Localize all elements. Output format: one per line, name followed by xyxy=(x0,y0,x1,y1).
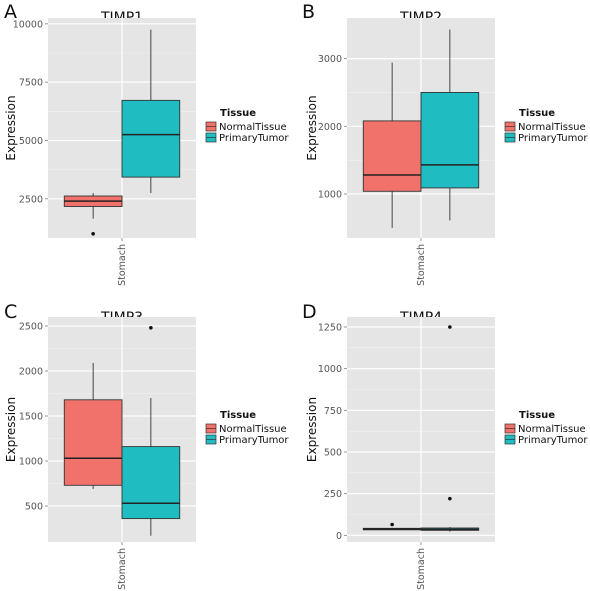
y-tick-label: 750 xyxy=(324,406,342,417)
box-primarytumor xyxy=(121,326,181,536)
box-body xyxy=(121,99,181,178)
x-tick-label: Stomach xyxy=(117,548,128,590)
box-body xyxy=(121,446,181,520)
legend-title: Tissue xyxy=(519,410,555,421)
y-axis-label: Expression xyxy=(305,95,319,160)
legend-label: NormalTissue xyxy=(518,122,586,133)
box-primarytumor xyxy=(420,29,480,221)
chart-panel-c: CTIMP35001000150020002500StomachExpressi… xyxy=(4,301,289,590)
chart-panel-b: BTIMP2100020003000StomachExpressionTissu… xyxy=(302,1,588,286)
panel-letter: A xyxy=(4,1,17,23)
box-normaltissue xyxy=(63,362,123,489)
box-body xyxy=(420,92,480,189)
legend-label: NormalTissue xyxy=(518,424,586,435)
box-body xyxy=(63,399,123,486)
chart-panel-d: DTIMP4025050075010001250StomachExpressio… xyxy=(302,301,588,590)
y-tick-label: 1000 xyxy=(19,457,43,468)
legend-label: PrimaryTumor xyxy=(518,435,588,446)
outlier-point xyxy=(448,325,452,329)
legend-label: PrimaryTumor xyxy=(219,133,289,144)
y-tick-label: 5000 xyxy=(19,136,43,147)
panel-letter: B xyxy=(302,1,315,23)
y-tick-label: 500 xyxy=(25,502,43,513)
legend-title: Tissue xyxy=(220,410,256,421)
x-tick-label: Stomach xyxy=(416,548,427,590)
chart-panel-a: ATIMP125005000750010000StomachExpression… xyxy=(4,1,289,286)
y-tick-label: 1500 xyxy=(19,412,43,423)
y-axis-label: Expression xyxy=(305,397,319,462)
legend-label: PrimaryTumor xyxy=(219,435,289,446)
legend-title: Tissue xyxy=(220,108,256,119)
y-axis-label: Expression xyxy=(4,95,18,160)
box-body xyxy=(362,120,422,192)
y-tick-label: 7500 xyxy=(19,78,43,89)
y-tick-label: 10000 xyxy=(13,19,43,30)
panel-letter: C xyxy=(4,301,17,323)
outlier-point xyxy=(91,232,95,236)
box-normaltissue xyxy=(362,62,422,228)
y-tick-label: 500 xyxy=(324,448,342,459)
box-normaltissue xyxy=(63,192,123,236)
outlier-point xyxy=(149,326,153,330)
y-tick-label: 2000 xyxy=(19,367,43,378)
panel-letter: D xyxy=(302,301,317,323)
outlier-point xyxy=(448,496,452,501)
box-primarytumor xyxy=(121,29,181,193)
y-tick-label: 250 xyxy=(324,489,342,500)
legend-label: PrimaryTumor xyxy=(518,133,588,144)
y-tick-label: 0 xyxy=(336,531,342,542)
y-tick-label: 2000 xyxy=(318,122,342,133)
box-primarytumor xyxy=(420,325,480,532)
y-tick-label: 1250 xyxy=(318,323,342,334)
y-tick-label: 1000 xyxy=(318,190,342,201)
outlier-point xyxy=(390,522,394,527)
legend-label: NormalTissue xyxy=(219,424,287,435)
y-tick-label: 2500 xyxy=(19,194,43,205)
y-tick-label: 1000 xyxy=(318,364,342,375)
x-tick-label: Stomach xyxy=(416,244,427,286)
y-tick-label: 3000 xyxy=(318,54,342,65)
legend-title: Tissue xyxy=(519,108,555,119)
y-tick-label: 2500 xyxy=(19,322,43,333)
x-tick-label: Stomach xyxy=(117,244,128,286)
legend-label: NormalTissue xyxy=(219,122,287,133)
y-axis-label: Expression xyxy=(4,397,18,462)
